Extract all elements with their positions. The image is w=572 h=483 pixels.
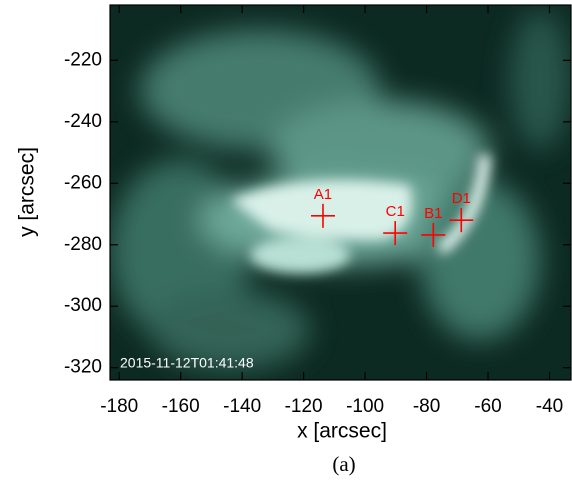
y-tick-label: -320 bbox=[64, 357, 102, 378]
solar-image bbox=[110, 5, 571, 380]
x-tick-label: -100 bbox=[346, 396, 384, 417]
marker bbox=[449, 208, 474, 233]
x-axis-label: x [arcsec] bbox=[297, 420, 387, 443]
y-tick-label: -260 bbox=[64, 172, 102, 193]
marker-label: C1 bbox=[386, 203, 405, 220]
x-tick-label: -40 bbox=[536, 396, 563, 417]
timestamp: 2015-11-12T01:41:48 bbox=[120, 355, 254, 371]
x-tick-label: -180 bbox=[100, 396, 138, 417]
x-tick-label: -80 bbox=[413, 396, 440, 417]
marker bbox=[310, 203, 335, 228]
x-tick-label: -60 bbox=[474, 396, 501, 417]
marker-label: A1 bbox=[314, 186, 332, 203]
marker-label: B1 bbox=[424, 205, 442, 222]
plot-frame bbox=[109, 4, 572, 381]
y-tick-label: -240 bbox=[64, 111, 102, 132]
caption: (a) bbox=[332, 452, 355, 476]
x-tick-label: -120 bbox=[285, 396, 323, 417]
x-tick-label: -140 bbox=[223, 396, 261, 417]
y-tick-label: -220 bbox=[64, 49, 102, 70]
y-axis-label: y [arcsec] bbox=[16, 147, 39, 237]
x-tick-label: -160 bbox=[162, 396, 200, 417]
y-tick-label: -300 bbox=[64, 295, 102, 316]
marker bbox=[383, 221, 408, 246]
y-tick-label: -280 bbox=[64, 234, 102, 255]
marker-label: D1 bbox=[452, 190, 471, 207]
marker bbox=[421, 222, 446, 247]
